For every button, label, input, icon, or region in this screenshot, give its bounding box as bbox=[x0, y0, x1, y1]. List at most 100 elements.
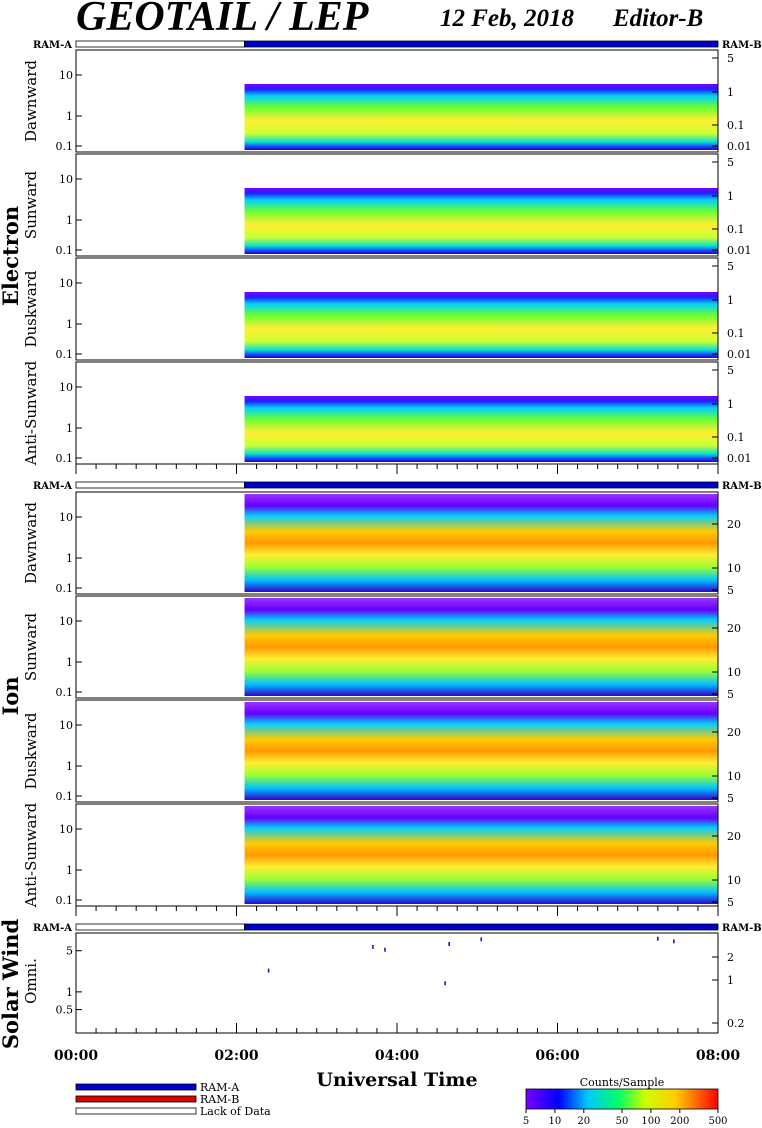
legend-swatch-lack bbox=[75, 1107, 197, 1115]
colorbar-title: Counts/Sample bbox=[580, 1076, 665, 1089]
y-tick-label: 10 bbox=[59, 277, 73, 290]
right-tick-label: 10 bbox=[727, 666, 741, 679]
solar-wind-point bbox=[673, 939, 675, 944]
right-tick-label: 5 bbox=[727, 584, 734, 597]
right-tick-label: 0.1 bbox=[727, 119, 745, 132]
y-tick-label: 1 bbox=[66, 318, 73, 331]
spectrogram-ion bbox=[244, 494, 718, 592]
panel-electron-anti-sunward: Anti-Sunward 10 1 0.1 5 1 0.1 0.01 bbox=[22, 360, 752, 466]
y-tick-label: 1 bbox=[66, 864, 73, 877]
colorbar-tick-label: 10 bbox=[549, 1116, 562, 1127]
spectrogram-ion bbox=[244, 598, 718, 696]
group-label-ion: Ion bbox=[0, 676, 23, 715]
spectrogram-electron bbox=[244, 396, 718, 462]
sw-y-tick-label: 5 bbox=[66, 945, 73, 958]
y-tick-label: 0.1 bbox=[56, 452, 74, 465]
x-axis-label: Universal Time bbox=[316, 1069, 477, 1091]
solar-wind-point bbox=[267, 968, 270, 973]
right-tick-label: 20 bbox=[727, 518, 741, 531]
legend-label-ram-a: RAM-A bbox=[200, 1081, 240, 1094]
spectrogram-electron bbox=[244, 292, 718, 358]
right-tick-label: 1 bbox=[727, 190, 734, 203]
y-tick-label: 1 bbox=[66, 552, 73, 565]
ram-bar-ram-a-solar-wind bbox=[244, 923, 719, 931]
right-tick-label: 0.01 bbox=[727, 140, 752, 153]
right-tick-label: 0.1 bbox=[727, 327, 745, 340]
y-tick-label: 0.1 bbox=[56, 894, 74, 907]
colorbar-tick-label: 5 bbox=[523, 1116, 529, 1127]
solar-wind-point bbox=[657, 936, 659, 941]
y-tick-label: 0.1 bbox=[56, 686, 74, 699]
ram-label-left: RAM-A bbox=[33, 923, 72, 934]
colorbar-tick-label: 200 bbox=[670, 1116, 689, 1127]
y-tick-label: 0.1 bbox=[56, 582, 74, 595]
right-tick-label: 0.1 bbox=[727, 223, 745, 236]
date: 12 Feb, 2018 bbox=[440, 5, 575, 32]
y-tick-label: 10 bbox=[59, 381, 73, 394]
solar-wind-ylabel: Omni. bbox=[22, 958, 40, 1004]
panel-ylabel: Sunward bbox=[22, 613, 40, 682]
colorbar: Counts/Sample 5 10 20 50 100 200 500 bbox=[523, 1076, 728, 1127]
panel-ylabel: Dawnward bbox=[22, 60, 40, 142]
sw-right-tick-label: 1 bbox=[727, 974, 734, 987]
right-tick-label: 20 bbox=[727, 830, 741, 843]
ram-bar-ram-a-electron bbox=[244, 40, 719, 48]
legend-swatch-ram-b bbox=[75, 1095, 197, 1103]
right-tick-label: 5 bbox=[727, 688, 734, 701]
x-tick-label: 06:00 bbox=[535, 1048, 579, 1064]
right-tick-label: 0.01 bbox=[727, 452, 752, 465]
panel-ion-sunward: Sunward 10 1 0.1 20 10 5 bbox=[22, 595, 741, 701]
panel-electron-sunward: Sunward 10 1 0.1 5 1 0.1 0.01 bbox=[22, 153, 752, 257]
solar-wind-point bbox=[444, 981, 446, 986]
y-tick-label: 10 bbox=[59, 719, 73, 732]
solar-wind-point bbox=[384, 947, 386, 952]
y-tick-label: 10 bbox=[59, 69, 73, 82]
y-tick-label: 0.1 bbox=[56, 790, 74, 803]
panel-ion-dawnward: Dawnward 10 1 0.1 20 10 5 bbox=[22, 491, 741, 597]
panel-frame bbox=[75, 49, 719, 153]
y-tick-label: 0.1 bbox=[56, 244, 74, 257]
solar-wind-frame bbox=[75, 932, 719, 1034]
ram-label-right: RAM-B bbox=[722, 481, 762, 492]
y-tick-label: 1 bbox=[66, 422, 73, 435]
x-tick-label: 02:00 bbox=[214, 1048, 258, 1064]
colorbar-tick-label: 100 bbox=[641, 1116, 660, 1127]
ram-legend: RAM-A RAM-B Lack of Data bbox=[75, 1081, 271, 1118]
spectrogram-electron bbox=[244, 188, 718, 254]
panel-ion-duskward: Duskward 10 1 0.1 20 10 5 bbox=[22, 699, 741, 805]
x-tick-label: 08:00 bbox=[696, 1048, 740, 1064]
editor: Editor-B bbox=[612, 5, 703, 32]
right-tick-label: 5 bbox=[727, 896, 734, 909]
right-tick-label: 5 bbox=[727, 52, 734, 65]
sw-y-tick-label: 1 bbox=[66, 986, 73, 999]
y-tick-label: 10 bbox=[59, 823, 73, 836]
panel-ylabel: Duskward bbox=[22, 712, 40, 789]
right-tick-label: 1 bbox=[727, 86, 734, 99]
panel-ylabel: Anti-Sunward bbox=[22, 360, 40, 466]
right-tick-label: 0.01 bbox=[727, 244, 752, 257]
right-tick-label: 10 bbox=[727, 770, 741, 783]
colorbar-tick-label: 50 bbox=[616, 1116, 629, 1127]
spectrogram-electron bbox=[244, 84, 718, 150]
panel-frame bbox=[75, 699, 719, 803]
sw-right-tick-label: 2 bbox=[727, 951, 734, 964]
right-tick-label: 10 bbox=[727, 562, 741, 575]
right-tick-label: 5 bbox=[727, 364, 734, 377]
sw-right-tick-label: 0.2 bbox=[727, 1017, 745, 1030]
y-tick-label: 10 bbox=[59, 615, 73, 628]
panel-ylabel: Duskward bbox=[22, 270, 40, 347]
solar-wind-point bbox=[480, 937, 483, 942]
y-tick-label: 1 bbox=[66, 214, 73, 227]
sw-y-tick-label: 0.5 bbox=[56, 1004, 74, 1017]
right-tick-label: 0.1 bbox=[727, 431, 745, 444]
right-tick-label: 5 bbox=[727, 156, 734, 169]
y-tick-label: 1 bbox=[66, 760, 73, 773]
x-tick-label: 00:00 bbox=[54, 1048, 98, 1064]
ram-bar-lack-ion bbox=[75, 481, 245, 489]
y-tick-label: 10 bbox=[59, 173, 73, 186]
ram-label-right: RAM-B bbox=[722, 40, 762, 51]
right-tick-label: 0.01 bbox=[727, 348, 752, 361]
legend-swatch-ram-a bbox=[75, 1083, 197, 1091]
panel-ion-anti-sunward: Anti-Sunward 10 1 0.1 20 10 5 bbox=[22, 802, 741, 909]
x-tick-label: 04:00 bbox=[375, 1048, 419, 1064]
